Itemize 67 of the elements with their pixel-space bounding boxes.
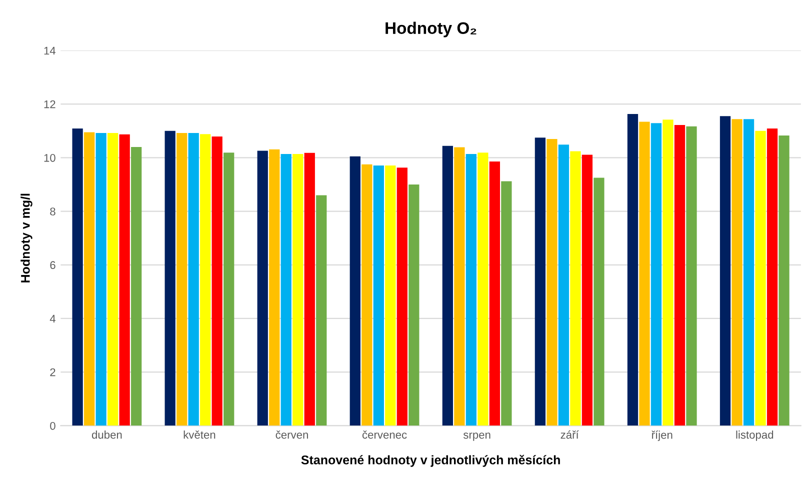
bar (594, 178, 604, 426)
x-tick-label: září (560, 430, 579, 439)
bar (778, 135, 790, 426)
bar (466, 154, 476, 426)
bar (570, 151, 581, 426)
bar (674, 125, 686, 426)
y-tick-label: 14 (44, 46, 56, 55)
x-tick-label: říjen (652, 430, 672, 442)
bar (362, 164, 372, 426)
bar (385, 165, 396, 426)
y-tick-label: 10 (44, 154, 56, 162)
bar (454, 147, 465, 426)
x-tick-label: listopad (736, 430, 774, 441)
bar (534, 138, 546, 426)
bar (72, 128, 83, 426)
bar (720, 116, 731, 426)
bar (489, 161, 500, 426)
bar (686, 126, 697, 426)
y-axis-title: Hodnoty v mg/l (20, 194, 32, 282)
x-tick-label: duben (92, 430, 122, 439)
bar (188, 133, 199, 426)
y-tick-label: 6 (50, 261, 56, 270)
bar (280, 154, 292, 426)
bar (96, 133, 106, 426)
bar (627, 114, 638, 426)
bar (224, 152, 234, 426)
bar (766, 128, 778, 426)
bar (755, 130, 766, 426)
bar (408, 184, 420, 426)
x-axis-title: Stanovené hodnoty v jednotlivých měsících (301, 454, 560, 467)
bar (396, 168, 408, 426)
bar (350, 156, 360, 426)
bar (639, 122, 650, 426)
bar (373, 165, 384, 426)
bar (743, 119, 754, 426)
bar (316, 195, 327, 426)
bar (176, 133, 188, 426)
y-tick-label: 12 (44, 100, 56, 108)
y-tick-label: 4 (50, 314, 56, 323)
bar (501, 181, 512, 426)
bar (292, 154, 304, 426)
x-tick-label: květen (184, 430, 216, 439)
bar (546, 138, 558, 426)
y-tick-label: 0 (50, 422, 56, 430)
x-tick-label: červen (276, 430, 308, 439)
bar (442, 146, 453, 426)
bar (107, 133, 118, 426)
bar (558, 144, 570, 426)
x-tick-label: červenec (362, 430, 407, 439)
chart-title: Hodnoty O₂ (386, 22, 476, 38)
bar (130, 146, 142, 426)
bar (257, 150, 268, 426)
bar (269, 149, 280, 426)
bar (582, 154, 593, 426)
bar (662, 120, 674, 426)
bar (84, 132, 95, 426)
bar (478, 152, 488, 426)
bar (732, 119, 742, 426)
bar (164, 130, 176, 426)
bar (119, 134, 130, 426)
bar (650, 123, 662, 426)
y-tick-label: 2 (50, 368, 56, 376)
bar (200, 134, 211, 426)
x-tick-label: srpen (463, 432, 490, 441)
bar (212, 136, 222, 426)
y-tick-label: 8 (50, 208, 56, 216)
bar (304, 152, 315, 426)
